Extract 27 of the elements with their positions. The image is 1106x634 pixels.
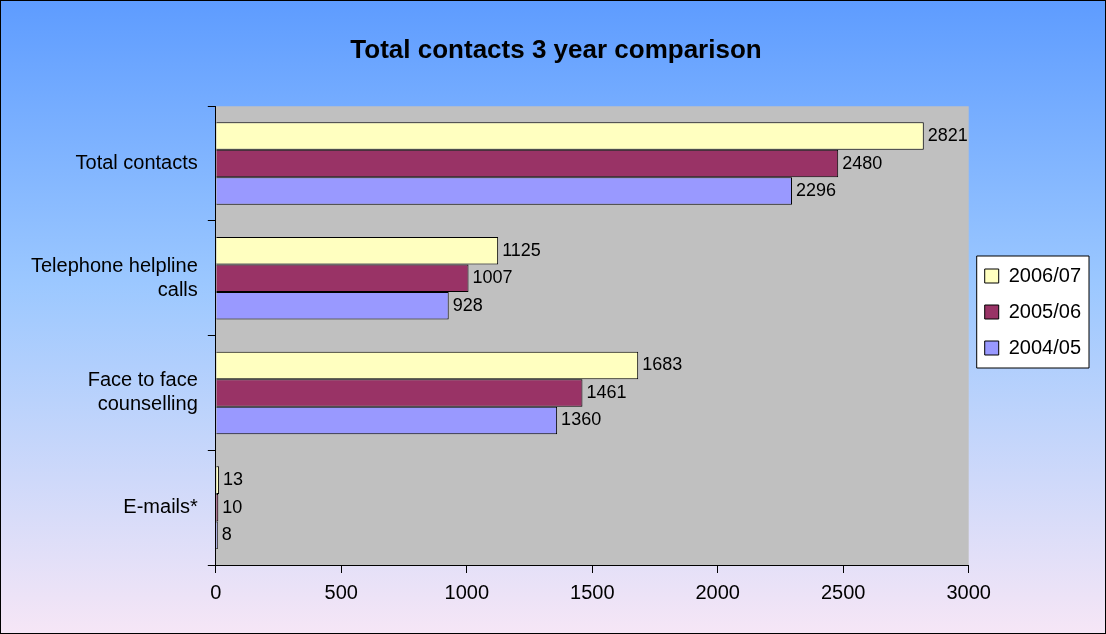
data-label: 928 — [452, 294, 483, 315]
data-label: 2480 — [842, 152, 883, 173]
legend-label: 2004/05 — [1008, 335, 1081, 358]
data-label: 13 — [223, 469, 244, 490]
chart-title: Total contacts 3 year comparison — [350, 33, 762, 64]
y-tick-label: Face to face counselling — [87, 368, 198, 415]
data-label: 10 — [222, 496, 243, 517]
x-tick-label: 3000 — [946, 580, 991, 603]
legend-label: 2005/06 — [1008, 299, 1081, 322]
x-tick-label: 1000 — [444, 580, 490, 603]
x-tick-label: 1500 — [570, 580, 615, 603]
y-tick-label: Total contacts — [75, 151, 198, 174]
data-label: 1461 — [586, 381, 627, 402]
data-label: 2296 — [796, 180, 837, 201]
data-label: 1683 — [642, 354, 683, 375]
legend-label: 2006/07 — [1008, 263, 1081, 286]
y-tick-label: Telephone helpline calls — [30, 253, 198, 300]
data-label: 1360 — [561, 409, 602, 430]
data-label: 2821 — [927, 124, 968, 145]
x-tick-label: 2000 — [695, 580, 740, 603]
x-tick-label: 2500 — [820, 580, 866, 603]
x-tick-label: 500 — [324, 580, 358, 603]
data-label: 8 — [221, 524, 232, 545]
y-tick-label: E-mails* — [123, 495, 199, 518]
data-label: 1007 — [472, 267, 513, 288]
data-label: 1125 — [502, 239, 541, 260]
x-tick-label: 0 — [210, 580, 222, 603]
